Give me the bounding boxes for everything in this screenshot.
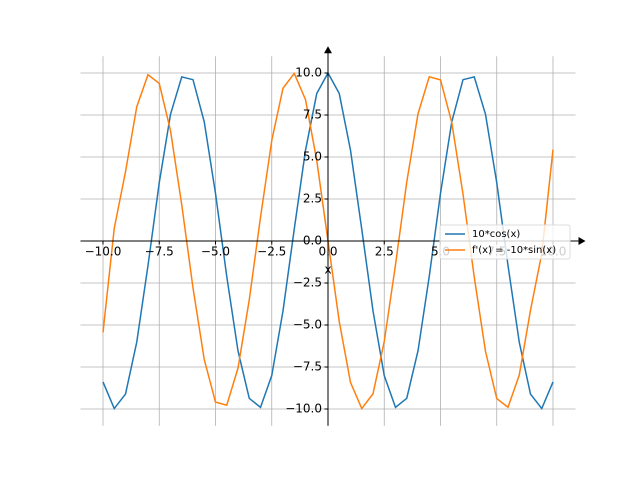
y-tick-label: −10.0 <box>285 402 322 416</box>
legend-label: 10*cos(x) <box>472 229 520 240</box>
x-tick-label: −2.5 <box>257 245 286 259</box>
legend-label: f'(x) = -10*sin(x) <box>472 245 556 256</box>
y-tick-label: 10.0 <box>295 66 322 80</box>
x-tick-label: −5.0 <box>201 245 230 259</box>
y-tick-label: −5.0 <box>293 318 322 332</box>
x-axis-arrow <box>578 237 586 245</box>
y-axis-arrow <box>324 46 332 54</box>
x-tick-label: 0.0 <box>318 245 337 259</box>
y-tick-label: 0.0 <box>303 234 322 248</box>
x-tick-label: 2.5 <box>375 245 394 259</box>
y-tick-label: −7.5 <box>293 360 322 374</box>
x-tick-label: −10.0 <box>85 245 122 259</box>
y-tick-label: 7.5 <box>303 108 322 122</box>
x-tick-label: −7.5 <box>145 245 174 259</box>
y-tick-label: −2.5 <box>293 276 322 290</box>
y-tick-label: 2.5 <box>303 192 322 206</box>
legend-box <box>439 224 571 260</box>
y-tick-label: 5.0 <box>303 150 322 164</box>
